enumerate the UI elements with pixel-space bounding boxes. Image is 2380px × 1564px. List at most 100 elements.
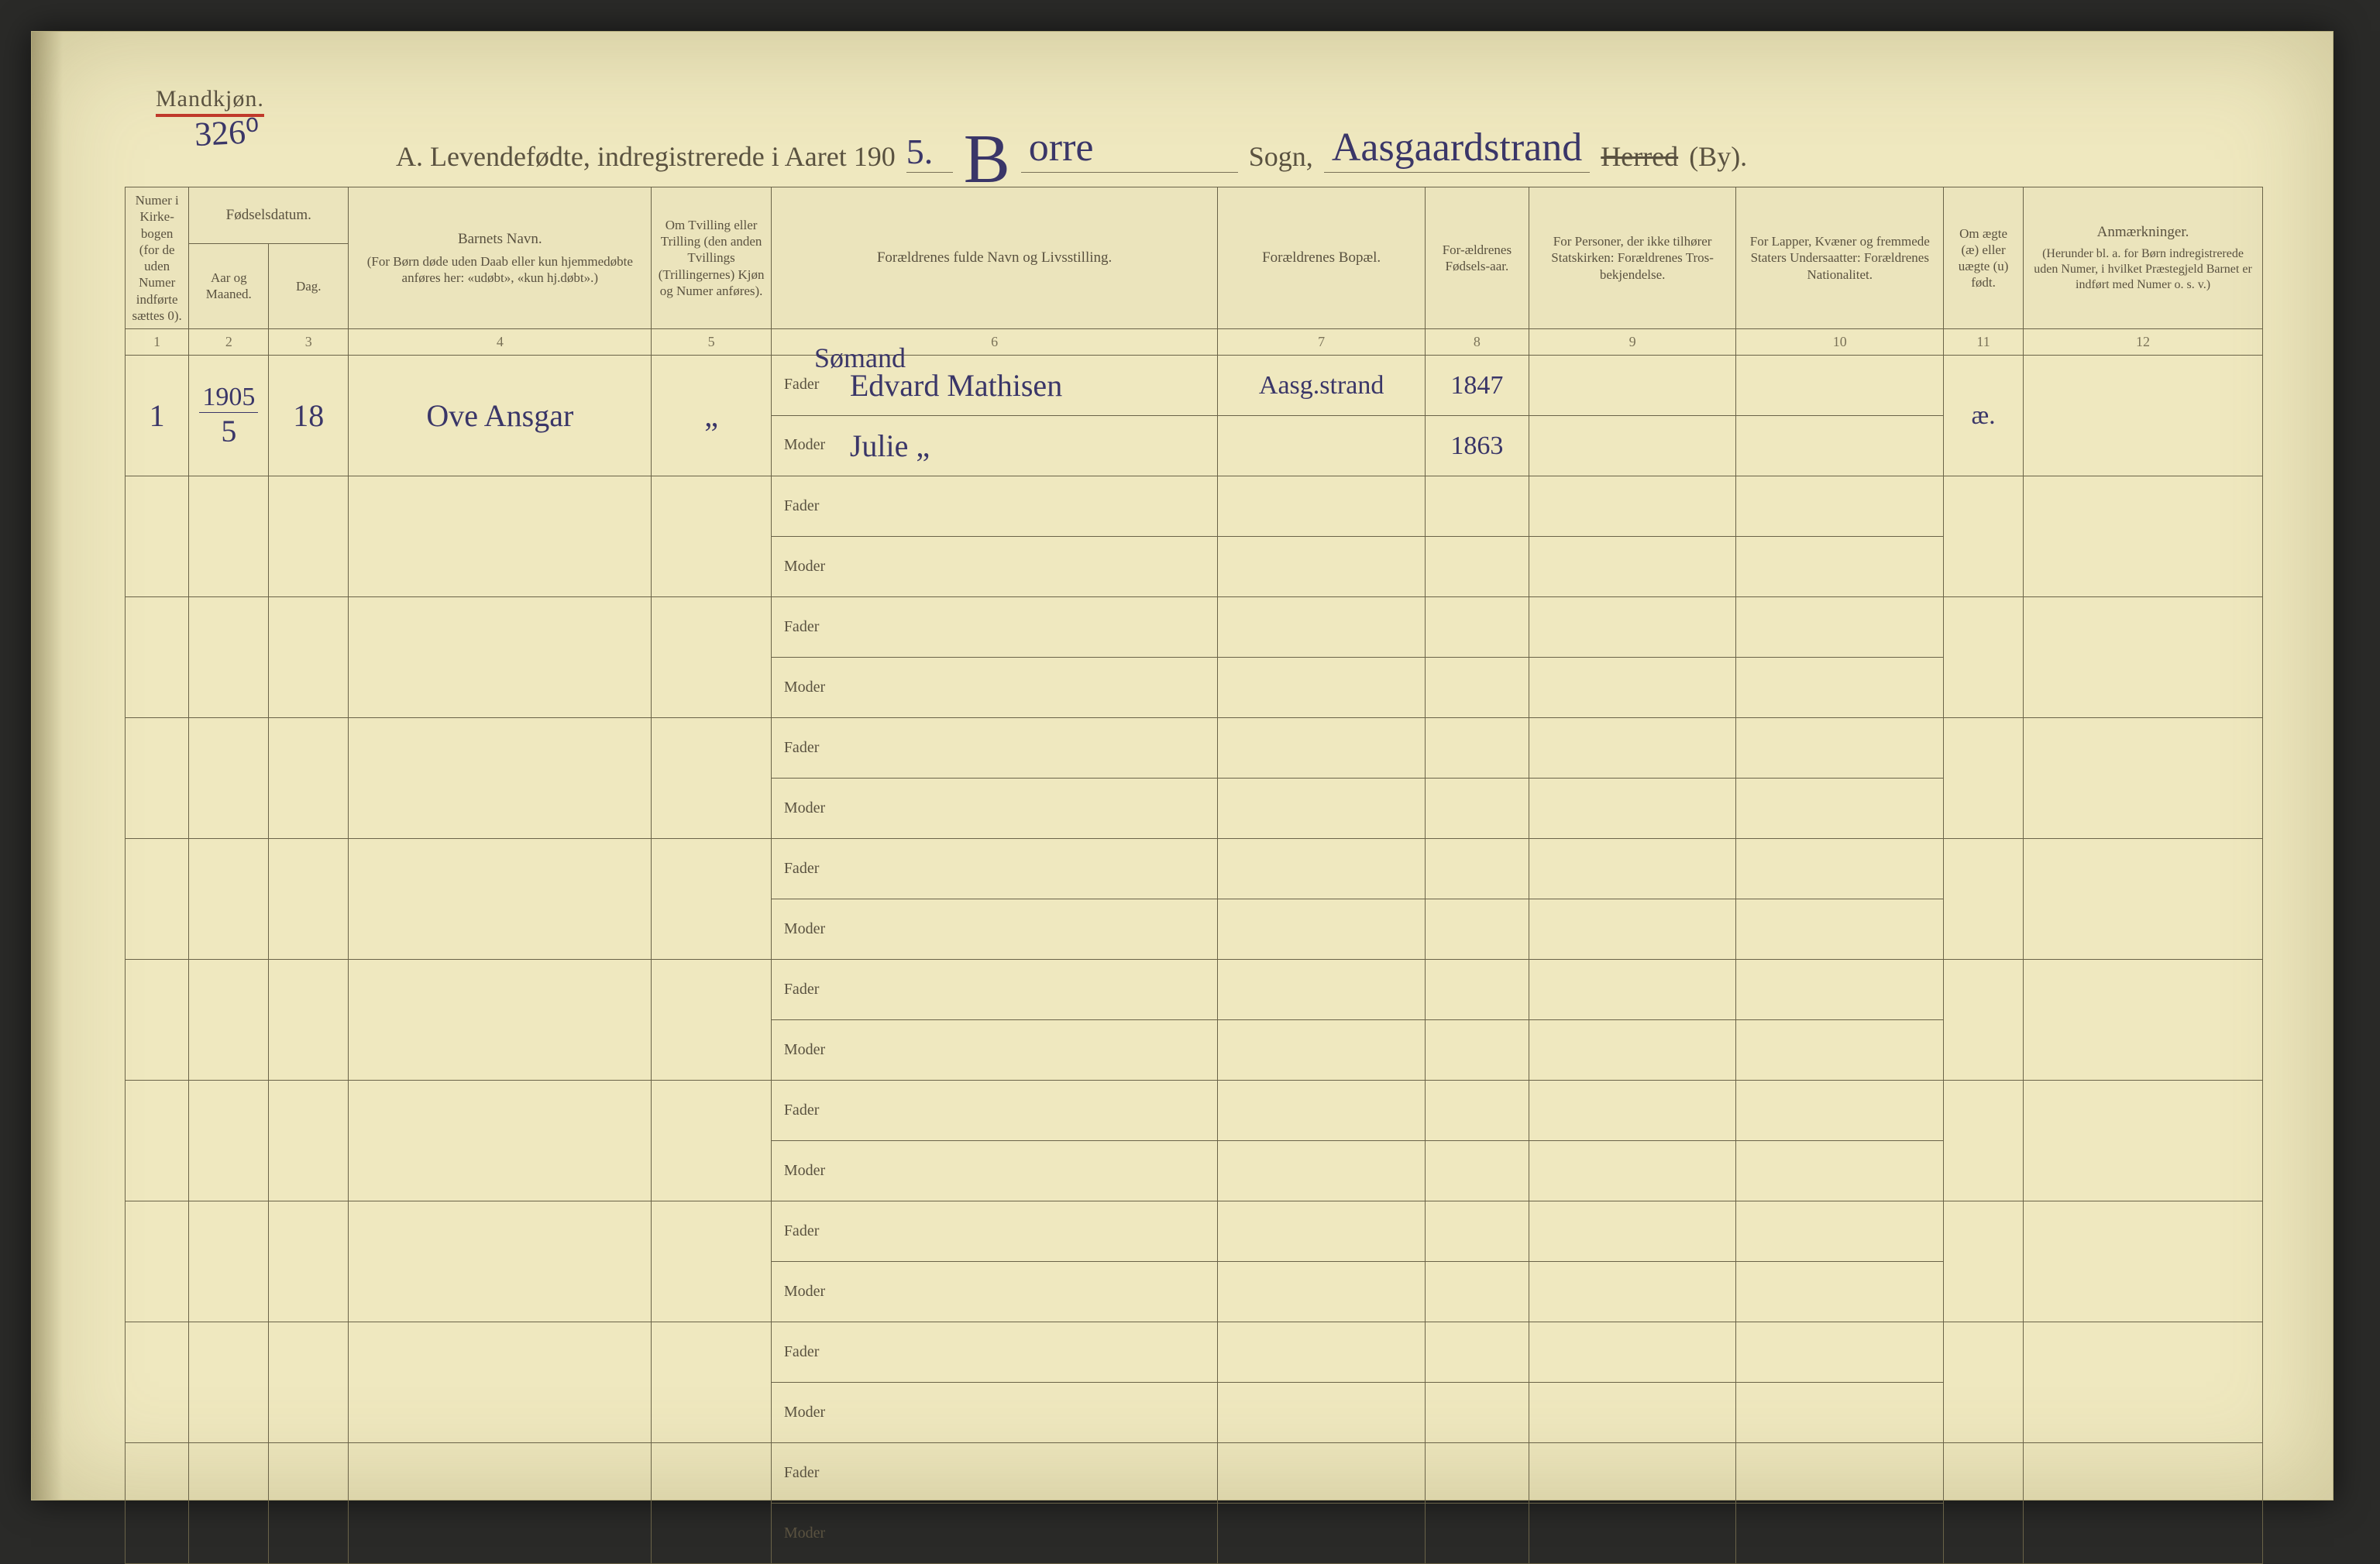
col-10-header: For Lapper, Kvæner og fremmede Staters U… bbox=[1736, 187, 1944, 329]
col-9-header: For Personer, der ikke tilhører Statskir… bbox=[1529, 187, 1736, 329]
moder-label: Moder bbox=[784, 558, 846, 576]
fader-label-cell: Fader bbox=[771, 839, 1218, 899]
blank-cell bbox=[269, 597, 349, 718]
blank-cell bbox=[1218, 658, 1426, 718]
blank-cell bbox=[269, 1201, 349, 1322]
blank-cell bbox=[1218, 718, 1426, 779]
fader-label: Fader bbox=[784, 376, 846, 394]
blank-cell bbox=[1736, 779, 1944, 839]
moder-label-cell: Moder bbox=[771, 1383, 1218, 1443]
colnum: 8 bbox=[1425, 329, 1529, 356]
blank-cell bbox=[269, 960, 349, 1081]
mother-cell: Moder Julie „ bbox=[771, 416, 1218, 476]
blank-cell bbox=[1529, 1383, 1736, 1443]
child-name-val: Ove Ansgar bbox=[426, 398, 573, 433]
blank-cell bbox=[1944, 839, 2024, 960]
entry-child-name: Ove Ansgar bbox=[349, 356, 652, 476]
blank-cell bbox=[1425, 1262, 1529, 1322]
fader-label: Fader bbox=[784, 1222, 846, 1240]
fader-label-cell: Fader bbox=[771, 1201, 1218, 1262]
year-suffix: 5. bbox=[906, 131, 953, 173]
residence-blank bbox=[1218, 416, 1426, 476]
blank-cell bbox=[1736, 899, 1944, 960]
blank-cell bbox=[126, 1443, 189, 1564]
blank-row: Fader bbox=[126, 960, 2263, 1020]
blank-cell bbox=[1944, 1322, 2024, 1443]
colnum: 7 bbox=[1218, 329, 1426, 356]
blank-cell bbox=[1529, 1081, 1736, 1141]
blank-cell bbox=[1425, 1443, 1529, 1504]
blank-cell bbox=[189, 718, 269, 839]
colnum: 3 bbox=[269, 329, 349, 356]
moder-label-cell: Moder bbox=[771, 1262, 1218, 1322]
blank-cell bbox=[652, 476, 771, 597]
col-4-sub: (For Børn døde uden Daab eller kun hjemm… bbox=[355, 253, 645, 287]
blank-cell bbox=[2024, 1201, 2263, 1322]
blank-cell bbox=[2024, 1081, 2263, 1201]
col-5-header: Om Tvilling eller Trilling (den anden Tv… bbox=[652, 187, 771, 329]
moder-label-cell: Moder bbox=[771, 537, 1218, 597]
col-4-title: Barnets Navn. bbox=[355, 230, 645, 249]
fader-label: Fader bbox=[784, 1343, 846, 1361]
sogn-label: Sogn, bbox=[1249, 140, 1313, 173]
blank-cell bbox=[349, 1201, 652, 1322]
herred-name: Aasgaardstrand bbox=[1324, 125, 1590, 173]
binding-shadow bbox=[32, 32, 63, 1500]
blank-cell bbox=[652, 1322, 771, 1443]
moder-label: Moder bbox=[784, 799, 846, 817]
blank-cell bbox=[1218, 1504, 1426, 1564]
herred-suffix: (By). bbox=[1689, 140, 1747, 173]
blank-cell bbox=[1736, 1322, 1944, 1383]
blank-cell bbox=[652, 718, 771, 839]
blank-cell bbox=[1218, 839, 1426, 899]
moder-label: Moder bbox=[784, 1283, 846, 1301]
col9-blank bbox=[1529, 356, 1736, 416]
blank-cell bbox=[652, 597, 771, 718]
mother-birthyear: 1863 bbox=[1425, 416, 1529, 476]
ledger-table: Numer i Kirke-bogen (for de uden Numer i… bbox=[125, 187, 2263, 1564]
blank-cell bbox=[269, 1443, 349, 1564]
blank-cell bbox=[1218, 960, 1426, 1020]
col9-blank-2 bbox=[1529, 416, 1736, 476]
blank-cell bbox=[1529, 537, 1736, 597]
blank-cell bbox=[1425, 1322, 1529, 1383]
sogn-name: orre bbox=[1021, 125, 1238, 173]
blank-cell bbox=[1736, 597, 1944, 658]
fader-label: Fader bbox=[784, 1102, 846, 1119]
moder-label: Moder bbox=[784, 1162, 846, 1180]
blank-cell bbox=[349, 1081, 652, 1201]
blank-cell bbox=[126, 1201, 189, 1322]
colnum: 12 bbox=[2024, 329, 2263, 356]
blank-row: Fader bbox=[126, 476, 2263, 537]
twin-val: „ bbox=[704, 398, 718, 433]
blank-cell bbox=[126, 1322, 189, 1443]
blank-cell bbox=[1218, 1141, 1426, 1201]
blank-cell bbox=[1529, 597, 1736, 658]
blank-cell bbox=[1425, 1383, 1529, 1443]
blank-row: Fader bbox=[126, 1081, 2263, 1141]
col-12-header: Anmærkninger. (Herunder bl. a. for Børn … bbox=[2024, 187, 2263, 329]
fader-label-cell: Fader bbox=[771, 1081, 1218, 1141]
col-11-header: Om ægte (æ) eller uægte (u) født. bbox=[1944, 187, 2024, 329]
title-prefix: A. Levendefødte, indregistrerede i Aaret… bbox=[396, 140, 896, 173]
blank-cell bbox=[1529, 839, 1736, 899]
legit-val: æ. bbox=[1971, 401, 1995, 430]
blank-cell bbox=[1425, 1504, 1529, 1564]
moder-label-cell: Moder bbox=[771, 1141, 1218, 1201]
fader-label: Fader bbox=[784, 618, 846, 636]
blank-cell bbox=[1529, 1504, 1736, 1564]
title-line: A. Levendefødte, indregistrerede i Aaret… bbox=[396, 125, 2224, 173]
blank-cell bbox=[2024, 839, 2263, 960]
blank-cell bbox=[189, 960, 269, 1081]
col-12-sub: (Herunder bl. a. for Børn indregistrered… bbox=[2030, 246, 2256, 293]
blank-cell bbox=[652, 1081, 771, 1201]
blank-cell bbox=[652, 1443, 771, 1564]
colnum: 9 bbox=[1529, 329, 1736, 356]
moder-label: Moder bbox=[784, 920, 846, 938]
blank-row: Fader bbox=[126, 1201, 2263, 1262]
blank-cell bbox=[1529, 1020, 1736, 1081]
blank-cell bbox=[1218, 899, 1426, 960]
moder-label-cell: Moder bbox=[771, 1020, 1218, 1081]
entry-twin: „ bbox=[652, 356, 771, 476]
blank-cell bbox=[1736, 1262, 1944, 1322]
